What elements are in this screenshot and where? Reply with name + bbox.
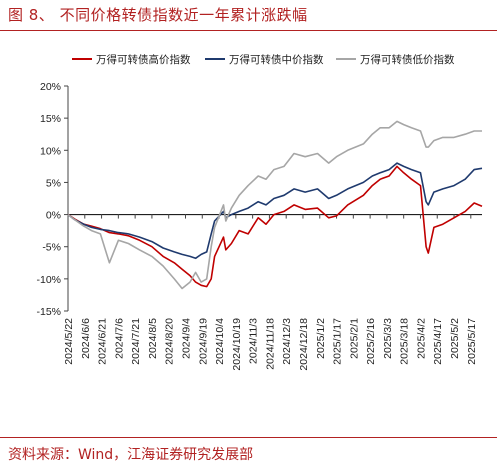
legend-label: 万得可转债低价指数: [360, 53, 455, 66]
x-tick-label: 2024/10/19: [231, 318, 243, 371]
y-tick-label: -15%: [36, 306, 61, 318]
x-tick-label: 2024/11/3: [248, 318, 260, 364]
x-tick-label: 2024/12/18: [298, 318, 310, 371]
source-divider: [0, 437, 497, 438]
series-layer: [67, 120, 483, 290]
y-tick-label: 20%: [40, 81, 61, 93]
legend-label: 万得可转债高价指数: [96, 53, 191, 66]
x-tick-label: 2024/6/6: [80, 318, 92, 359]
x-tick-label: 2024/5/22: [63, 318, 75, 365]
y-tick-label: -5%: [42, 242, 61, 254]
series-line-1: [67, 165, 483, 288]
x-tick-label: 2024/9/19: [197, 318, 209, 365]
y-tick-label: 15%: [40, 113, 61, 125]
y-tick-label: -10%: [36, 274, 61, 286]
x-tick-label: 2025/3/18: [399, 318, 411, 365]
x-tick-label: 2024/10/4: [214, 318, 226, 365]
x-tick-label: 2025/4/17: [432, 318, 444, 365]
series-line-3: [67, 120, 482, 290]
x-tick-label: 2024/11/18: [264, 318, 276, 370]
x-tick-label: 2024/8/5: [147, 318, 159, 359]
x-tick-label: 2024/8/20: [164, 318, 176, 365]
x-tick-label: 2025/5/17: [466, 318, 478, 365]
x-tick-label: 2025/2/16: [365, 318, 377, 365]
x-tick-label: 2024/7/21: [130, 318, 142, 365]
x-tick-label: 2024/12/3: [281, 318, 293, 365]
x-tick-label: 2025/2/1: [348, 318, 360, 359]
x-tick-label: 2025/1/17: [332, 318, 344, 365]
x-tick-label: 2024/7/6: [113, 318, 125, 359]
series-line-2: [67, 162, 483, 260]
x-tick-label: 2025/1/2: [315, 318, 327, 359]
axes: 20% 15% 10% 5% 0% -5% -10% -15%2024/5/22 2024/6/…: [36, 81, 482, 371]
x-tick-label: 2025/4/2: [415, 318, 427, 359]
y-tick-label: 0%: [46, 210, 61, 222]
chart-title: 图 8、 不同价格转债指数近一年累计涨跌幅: [8, 6, 308, 24]
title-divider: [0, 30, 497, 31]
x-tick-label: 2025/3/3: [382, 318, 394, 359]
x-tick-label: 2024/9/4: [180, 318, 192, 359]
x-tick-label: 2024/6/21: [97, 318, 109, 365]
legend: 万得可转债高价指数 万得可转债中价指数 万得可转债低价指数: [72, 53, 455, 66]
legend-label: 万得可转债中价指数: [229, 53, 324, 66]
x-tick-label: 2025/5/2: [449, 318, 461, 359]
source-note: 资料来源：Wind，江海证券研究发展部: [8, 447, 254, 463]
y-tick-label: 5%: [46, 177, 61, 189]
y-tick-label: 10%: [40, 145, 61, 157]
